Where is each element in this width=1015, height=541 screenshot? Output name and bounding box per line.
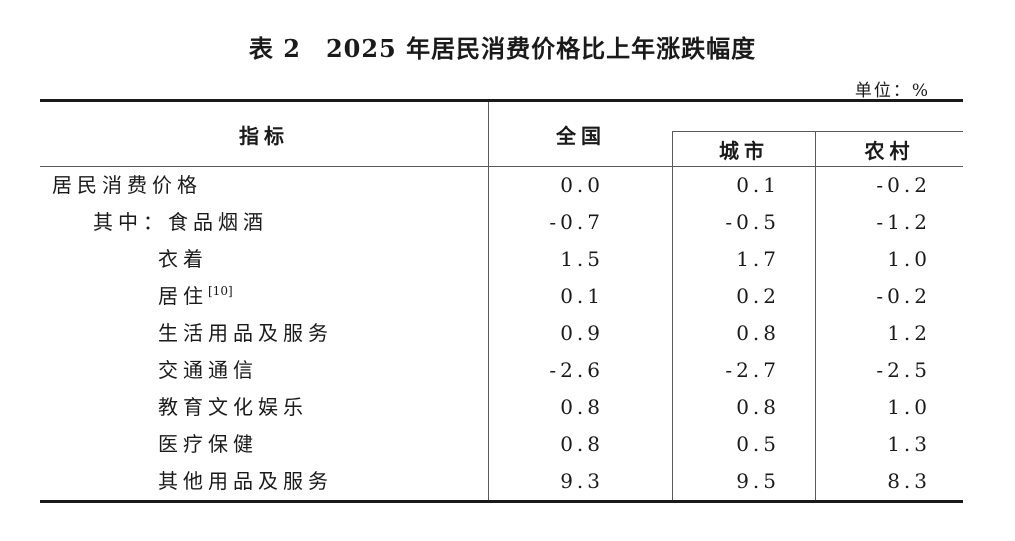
table-body: 居民消费价格 0.0 0.1 -0.2 其中：食品烟酒 -0.7 -0.5 -1… [40,167,963,500]
row-label-text: 医疗保健 [158,432,258,456]
value-urban: 0.8 [673,389,816,426]
col-indicator-header: 指标 [40,102,489,166]
value-rural: 1.2 [887,321,931,345]
row-label-text: 生活用品及服务 [158,321,333,345]
value-national: 9.3 [489,463,673,500]
table-header: 指标 全国 城市 农村 [40,102,963,167]
row-label: 医疗保健 [40,426,489,463]
row-label: 交通通信 [40,352,489,389]
row-label-text: 衣着 [158,247,208,271]
value-national: 0.0 [489,167,673,204]
row-label: 居住[10] [40,278,489,315]
row-label-text: 其中：食品烟酒 [93,210,268,234]
table-row: 生活用品及服务 0.9 0.8 1.2 [40,315,963,352]
row-label: 教育文化娱乐 [40,389,489,426]
value-national: 1.5 [489,241,673,278]
value-rural: 1.0 [887,395,931,419]
row-label: 居民消费价格 [40,167,489,204]
value-rural: -0.2 [876,284,931,308]
row-label-text: 教育文化娱乐 [158,395,308,419]
table-row: 医疗保健 0.8 0.5 1.3 [40,426,963,463]
row-label-text: 居住 [158,284,208,308]
value-national: 0.1 [489,278,673,315]
value-urban: 0.1 [673,167,816,204]
row-label-text: 其他用品及服务 [158,469,333,493]
value-urban: 1.7 [673,241,816,278]
value-urban: 0.8 [673,315,816,352]
row-footnote-superscript: [10] [208,284,233,298]
value-rural: 8.3 [887,469,931,493]
value-urban: -2.7 [673,352,816,389]
table-row: 衣着 1.5 1.7 1.0 [40,241,963,278]
row-label: 其中：食品烟酒 [40,204,489,241]
row-label-text: 居民消费价格 [52,173,202,197]
row-label: 衣着 [40,241,489,278]
value-rural: 1.0 [887,247,931,271]
value-rural: 1.3 [887,432,931,456]
value-rural: -1.2 [876,210,931,234]
value-national: 0.9 [489,315,673,352]
value-national: 0.8 [489,389,673,426]
row-label: 生活用品及服务 [40,315,489,352]
table-row: 居民消费价格 0.0 0.1 -0.2 [40,167,963,204]
table-row: 其中：食品烟酒 -0.7 -0.5 -1.2 [40,204,963,241]
unit-label: 单位：% [854,81,930,101]
value-national: -0.7 [489,204,673,241]
col-national-header: 全国 [556,123,606,148]
value-urban: -0.5 [673,204,816,241]
table-row: 居住[10] 0.1 0.2 -0.2 [40,278,963,315]
value-national: -2.6 [489,352,673,389]
table-row: 教育文化娱乐 0.8 0.8 1.0 [40,389,963,426]
table-row: 交通通信 -2.6 -2.7 -2.5 [40,352,963,389]
value-rural: -0.2 [876,173,931,197]
value-urban: 0.2 [673,278,816,315]
urban-rural-subheader: 城市 农村 [672,131,963,166]
page-title: 表 2 2025 年居民消费价格比上年涨跌幅度 [248,34,757,63]
row-label: 其他用品及服务 [40,463,489,500]
col-rural-header: 农村 [864,138,915,163]
row-label-text: 交通通信 [158,358,258,382]
value-national: 0.8 [489,426,673,463]
cpi-table: 指标 全国 城市 农村 居民消费价格 0.0 0.1 -0.2 其中：食品烟酒 … [40,99,963,503]
value-urban: 9.5 [673,463,816,500]
col-urban-header: 城市 [673,132,816,166]
table-row: 其他用品及服务 9.3 9.5 8.3 [40,463,963,500]
value-rural: -2.5 [876,358,931,382]
value-urban: 0.5 [673,426,816,463]
